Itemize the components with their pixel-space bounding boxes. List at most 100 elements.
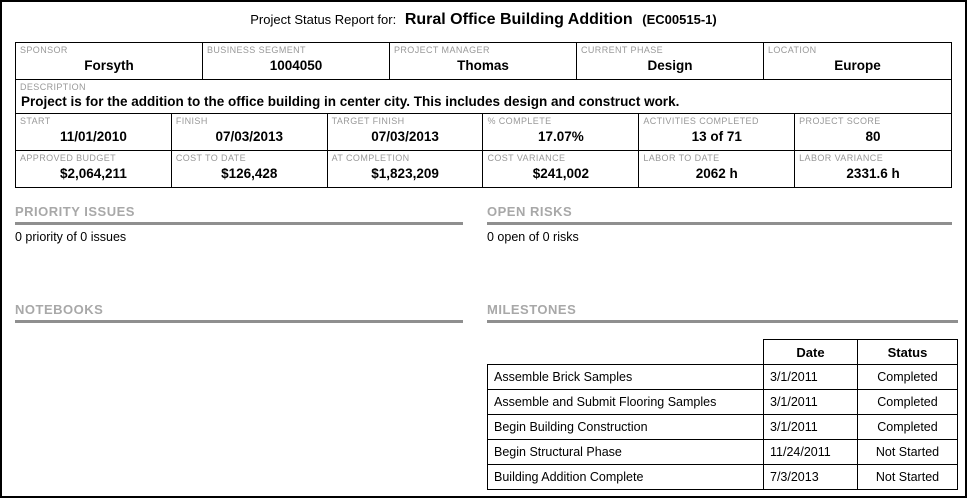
info-cell-current-phase: CURRENT PHASE Design — [577, 43, 764, 79]
info-label: LOCATION — [768, 45, 817, 55]
issues-risks-row: PRIORITY ISSUES 0 priority of 0 issues O… — [15, 204, 952, 244]
info-cell-at-completion: AT COMPLETION $1,823,209 — [328, 151, 484, 187]
milestone-date-cell: 7/3/2013 — [763, 464, 858, 490]
info-row-description: DESCRIPTION Project is for the addition … — [16, 80, 951, 114]
milestones-table: Date Status Assemble Brick Samples 3/1/2… — [487, 339, 958, 490]
info-cell-labor-to-date: LABOR TO DATE 2062 h — [639, 151, 796, 187]
open-risks-section: OPEN RISKS 0 open of 0 risks — [487, 204, 952, 244]
info-label: CURRENT PHASE — [581, 45, 664, 55]
info-label: LABOR TO DATE — [643, 153, 720, 163]
milestones-header: MILESTONES — [487, 302, 958, 323]
info-cell-sponsor: SPONSOR Forsyth — [16, 43, 203, 79]
milestone-name-cell: Begin Building Construction — [487, 414, 764, 440]
priority-issues-section: PRIORITY ISSUES 0 priority of 0 issues — [15, 204, 463, 244]
priority-issues-header: PRIORITY ISSUES — [15, 204, 463, 225]
milestone-date-cell: 11/24/2011 — [763, 439, 858, 465]
milestone-name-cell: Building Addition Complete — [487, 464, 764, 490]
notebooks-header: NOTEBOOKS — [15, 302, 463, 323]
milestone-row: Begin Building Construction 3/1/2011 Com… — [487, 414, 958, 440]
info-value: 17.07% — [538, 129, 584, 144]
info-value: 80 — [865, 129, 881, 144]
open-risks-header: OPEN RISKS — [487, 204, 952, 225]
info-cell-target-finish: TARGET FINISH 07/03/2013 — [328, 114, 484, 150]
milestone-date-header: Date — [763, 339, 858, 365]
info-label: COST VARIANCE — [487, 153, 566, 163]
info-cell-cost-to-date: COST TO DATE $126,428 — [172, 151, 328, 187]
info-value: 11/01/2010 — [60, 129, 127, 144]
info-value: 1004050 — [269, 58, 323, 73]
info-row-general: SPONSOR Forsyth BUSINESS SEGMENT 1004050… — [16, 43, 951, 80]
project-info-table: SPONSOR Forsyth BUSINESS SEGMENT 1004050… — [15, 42, 952, 188]
info-label: START — [20, 116, 51, 126]
info-label: AT COMPLETION — [331, 153, 410, 163]
info-cell-project-score: PROJECT SCORE 80 — [795, 114, 951, 150]
info-label: APPROVED BUDGET — [20, 153, 117, 163]
info-label: BUSINESS SEGMENT — [207, 45, 306, 55]
info-value: Europe — [834, 58, 881, 73]
report-title-prefix: Project Status Report for: — [250, 12, 397, 27]
notebooks-milestones-row: NOTEBOOKS MILESTONES Date Status Assem — [15, 302, 958, 490]
info-label: FINISH — [175, 116, 208, 126]
milestone-status-header: Status — [857, 339, 958, 365]
info-value: 07/03/2013 — [371, 129, 439, 144]
info-cell-project-manager: PROJECT MANAGER Thomas — [390, 43, 577, 79]
milestone-status-cell: Completed — [857, 414, 958, 440]
milestone-row: Begin Structural Phase 11/24/2011 Not St… — [487, 439, 958, 465]
open-risks-summary: 0 open of 0 risks — [487, 230, 579, 244]
project-id: (EC00515-1) — [642, 12, 717, 27]
priority-issues-summary: 0 priority of 0 issues — [15, 230, 127, 244]
milestone-status-cell: Not Started — [857, 439, 958, 465]
info-cell-description: DESCRIPTION Project is for the addition … — [16, 80, 951, 113]
info-value: 07/03/2013 — [215, 129, 284, 144]
milestone-row: Assemble and Submit Flooring Samples 3/1… — [487, 389, 958, 415]
info-value: 13 of 71 — [691, 129, 742, 144]
milestone-status-cell: Completed — [857, 364, 958, 390]
milestones-header-row: Date Status — [488, 339, 958, 365]
info-row-schedule: START 11/01/2010 FINISH 07/03/2013 TARGE… — [16, 114, 951, 151]
info-label: LABOR VARIANCE — [799, 153, 884, 163]
info-label: TARGET FINISH — [331, 116, 405, 126]
milestone-status-cell: Not Started — [857, 464, 958, 490]
info-label: DESCRIPTION — [20, 82, 86, 92]
info-value: $126,428 — [221, 166, 278, 181]
milestone-date-cell: 3/1/2011 — [763, 414, 858, 440]
milestones-section: MILESTONES Date Status Assemble Brick Sa… — [487, 302, 958, 490]
info-value: $1,823,209 — [371, 166, 439, 181]
info-cell-start: START 11/01/2010 — [16, 114, 172, 150]
info-value: 2331.6 h — [846, 166, 900, 181]
milestone-name-cell: Assemble and Submit Flooring Samples — [487, 389, 764, 415]
info-cell-business-segment: BUSINESS SEGMENT 1004050 — [203, 43, 390, 79]
info-label: % COMPLETE — [487, 116, 552, 126]
info-cell-finish: FINISH 07/03/2013 — [172, 114, 328, 150]
milestone-row: Building Addition Complete 7/3/2013 Not … — [487, 464, 958, 490]
notebooks-section: NOTEBOOKS — [15, 302, 463, 490]
info-row-costs: APPROVED BUDGET $2,064,211 COST TO DATE … — [16, 151, 951, 187]
info-cell-cost-variance: COST VARIANCE $241,002 — [483, 151, 640, 187]
info-cell-labor-variance: LABOR VARIANCE 2331.6 h — [795, 151, 951, 187]
milestone-name-header — [488, 340, 764, 365]
info-cell-location: LOCATION Europe — [764, 43, 951, 79]
info-cell-activities-completed: ACTIVITIES COMPLETED 13 of 71 — [639, 114, 796, 150]
milestone-status-cell: Completed — [857, 389, 958, 415]
info-value: Forsyth — [84, 58, 134, 73]
info-value: $2,064,211 — [60, 166, 127, 181]
milestone-date-cell: 3/1/2011 — [763, 389, 858, 415]
project-name: Rural Office Building Addition — [404, 11, 633, 28]
info-cell-percent-complete: % COMPLETE 17.07% — [483, 114, 640, 150]
info-value: $241,002 — [532, 166, 590, 181]
milestone-date-cell: 3/1/2011 — [763, 364, 858, 390]
info-value: Thomas — [457, 58, 509, 73]
info-value: Project is for the addition to the offic… — [21, 94, 680, 109]
milestone-row: Assemble Brick Samples 3/1/2011 Complete… — [487, 364, 958, 390]
milestone-name-cell: Assemble Brick Samples — [487, 364, 764, 390]
info-value: Design — [647, 58, 693, 73]
milestone-name-cell: Begin Structural Phase — [487, 439, 764, 465]
info-label: PROJECT MANAGER — [394, 45, 490, 55]
info-label: ACTIVITIES COMPLETED — [643, 116, 759, 126]
info-label: PROJECT SCORE — [799, 116, 881, 126]
info-value: 2062 h — [695, 166, 738, 181]
info-label: COST TO DATE — [175, 153, 246, 163]
report-title: Project Status Report for: Rural Office … — [2, 11, 965, 29]
info-cell-approved-budget: APPROVED BUDGET $2,064,211 — [16, 151, 172, 187]
